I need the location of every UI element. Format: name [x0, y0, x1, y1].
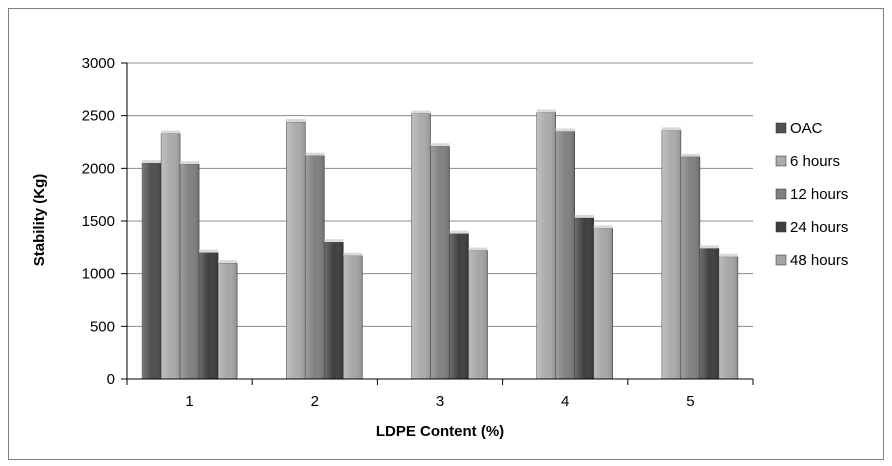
bar-shade: [286, 121, 306, 379]
bar-shade: [430, 146, 450, 379]
bar-shade: [343, 255, 363, 379]
legend-swatch: [775, 122, 787, 134]
y-tick-label: 2000: [82, 160, 115, 177]
bar-top-bevel: [411, 110, 431, 114]
bar-top-bevel: [661, 127, 681, 131]
bar-shade: [199, 252, 219, 379]
y-tick-label: 1500: [82, 213, 115, 230]
bar-top-bevel: [343, 252, 363, 256]
bar-top-bevel: [680, 153, 700, 157]
legend-label: 24 hours: [790, 219, 848, 236]
x-tick-label: 3: [436, 393, 444, 410]
bar-shade: [305, 155, 325, 379]
bar-shade: [680, 156, 700, 379]
bar-shade: [661, 130, 681, 379]
x-tick-label: 4: [561, 393, 569, 410]
legend-label: 12 hours: [790, 186, 848, 203]
bar-shade: [411, 113, 431, 379]
legend-swatch: [775, 155, 787, 167]
bar-shade: [574, 217, 594, 379]
bar-shade: [593, 228, 613, 379]
bar-top-bevel: [449, 230, 469, 234]
y-axis-title: Stability (Kg): [31, 174, 48, 267]
legend-label: 48 hours: [790, 252, 848, 269]
bar-shade: [142, 163, 162, 379]
bar-top-bevel: [718, 253, 738, 257]
bar-shade: [449, 233, 469, 379]
bar-top-bevel: [324, 239, 344, 243]
legend-label: 6 hours: [790, 153, 840, 170]
y-tick-label: 500: [90, 318, 115, 335]
bar-top-bevel: [286, 118, 306, 122]
legend-label: OAC: [790, 120, 823, 137]
bar-shade: [718, 256, 738, 379]
legend-swatch: [775, 188, 787, 200]
bar-top-bevel: [468, 247, 488, 251]
y-tick-label: 2500: [82, 108, 115, 125]
bar-top-bevel: [218, 260, 238, 264]
bar-shade: [180, 164, 200, 379]
bar-top-bevel: [536, 109, 556, 113]
bar-top-bevel: [430, 143, 450, 147]
bar-top-bevel: [305, 152, 325, 156]
bar-top-bevel: [574, 214, 594, 218]
y-tick-label: 3000: [82, 55, 115, 72]
y-tick-label: 1000: [82, 266, 115, 283]
bar-shade: [324, 242, 344, 379]
bar-shade: [699, 248, 719, 379]
bar-shade: [555, 131, 575, 379]
bar-shade: [536, 112, 556, 380]
legend-swatch: [775, 254, 787, 266]
bar-shade: [161, 133, 181, 379]
x-tick-label: 1: [185, 393, 193, 410]
x-tick-label: 5: [686, 393, 694, 410]
bar-top-bevel: [180, 161, 200, 165]
bar-top-bevel: [142, 160, 162, 164]
bar-shade: [468, 250, 488, 379]
bar-top-bevel: [161, 130, 181, 134]
bar-top-bevel: [555, 128, 575, 132]
bar-top-bevel: [699, 245, 719, 249]
bar-shade: [218, 263, 238, 379]
x-tick-label: 2: [311, 393, 319, 410]
bar-top-bevel: [199, 249, 219, 253]
legend-swatch: [775, 221, 787, 233]
x-axis-title: LDPE Content (%): [376, 423, 504, 440]
y-tick-label: 0: [107, 371, 115, 388]
bar-top-bevel: [593, 225, 613, 229]
